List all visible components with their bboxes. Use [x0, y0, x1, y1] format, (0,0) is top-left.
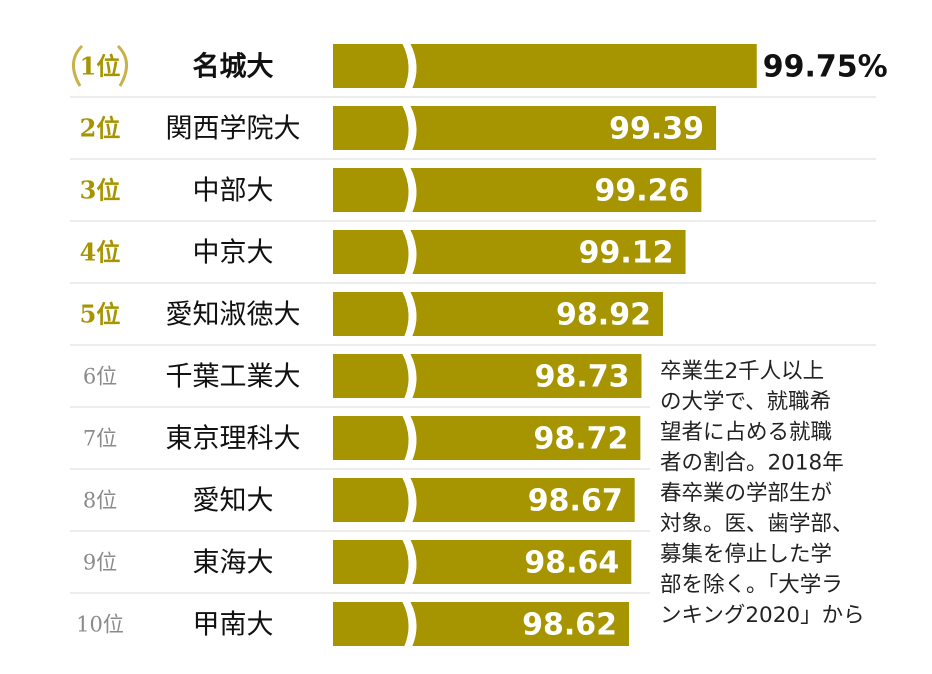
value-label: 98.62 [522, 608, 617, 643]
note-line: 卒業生2千人以上 [660, 359, 824, 384]
bar [333, 44, 757, 88]
category-label: 愛知大 [193, 486, 274, 517]
rank-label: 4位 [80, 238, 121, 267]
rank-label: 1位 [80, 52, 121, 81]
axis-break [402, 105, 417, 151]
axis-break [402, 601, 417, 647]
note-line: ンキング2020」から [660, 603, 865, 628]
value-label: 98.92 [556, 298, 651, 333]
laurel-left [72, 44, 84, 87]
note-line: 望者に占める就職 [660, 420, 832, 445]
note-line: 春卒業の学部生が [660, 481, 832, 506]
value-label: 98.64 [524, 546, 619, 581]
bar [333, 168, 702, 212]
category-label: 東海大 [193, 548, 274, 579]
rank-label: 10位 [76, 613, 124, 637]
rank-label: 9位 [83, 551, 117, 575]
value-label: 99.12 [579, 236, 674, 271]
category-label: 中京大 [193, 238, 274, 269]
bar [333, 354, 642, 398]
axis-break [402, 353, 417, 399]
category-label: 東京理科大 [166, 424, 301, 455]
bar [333, 230, 686, 274]
note-line: 対象。医、歯学部、 [660, 512, 854, 537]
category-label: 名城大 [193, 51, 274, 83]
category-label: 千葉工業大 [166, 362, 301, 393]
axis-break [402, 539, 417, 585]
bar [333, 540, 632, 584]
bar [333, 106, 717, 150]
axis-break [402, 229, 417, 275]
rank-label: 8位 [83, 489, 117, 513]
bar [333, 478, 635, 522]
value-label: 98.72 [533, 422, 628, 457]
note-line: 者の割合。2018年 [660, 451, 844, 476]
rank-label: 6位 [83, 365, 117, 389]
axis-break [402, 167, 417, 213]
axis-break [402, 291, 417, 337]
note-line: 部を除く。「大学ラ [660, 573, 843, 598]
axis-break [402, 43, 417, 89]
laurel-right [116, 44, 128, 87]
rank-label: 5位 [80, 300, 121, 329]
bar [333, 416, 641, 460]
value-label: 99.39 [609, 112, 704, 147]
category-label: 中部大 [193, 176, 274, 207]
note-line: の大学で、就職希 [660, 390, 831, 415]
value-label: 98.67 [528, 484, 623, 519]
laurel-wreath [72, 44, 128, 87]
bar [333, 602, 630, 646]
category-label: 甲南大 [193, 610, 274, 641]
rank-label: 3位 [80, 176, 121, 205]
category-label: 愛知淑徳大 [166, 300, 301, 331]
rank-label: 2位 [80, 114, 121, 143]
bar [333, 292, 663, 336]
value-label: 99.75% [763, 50, 888, 85]
value-label: 99.26 [594, 174, 689, 209]
axis-break [402, 477, 417, 523]
category-label: 関西学院大 [166, 114, 301, 145]
note-line: 募集を停止した学 [660, 542, 832, 567]
rank-label: 7位 [83, 427, 117, 451]
value-label: 98.73 [535, 360, 630, 395]
axis-break [402, 415, 417, 461]
